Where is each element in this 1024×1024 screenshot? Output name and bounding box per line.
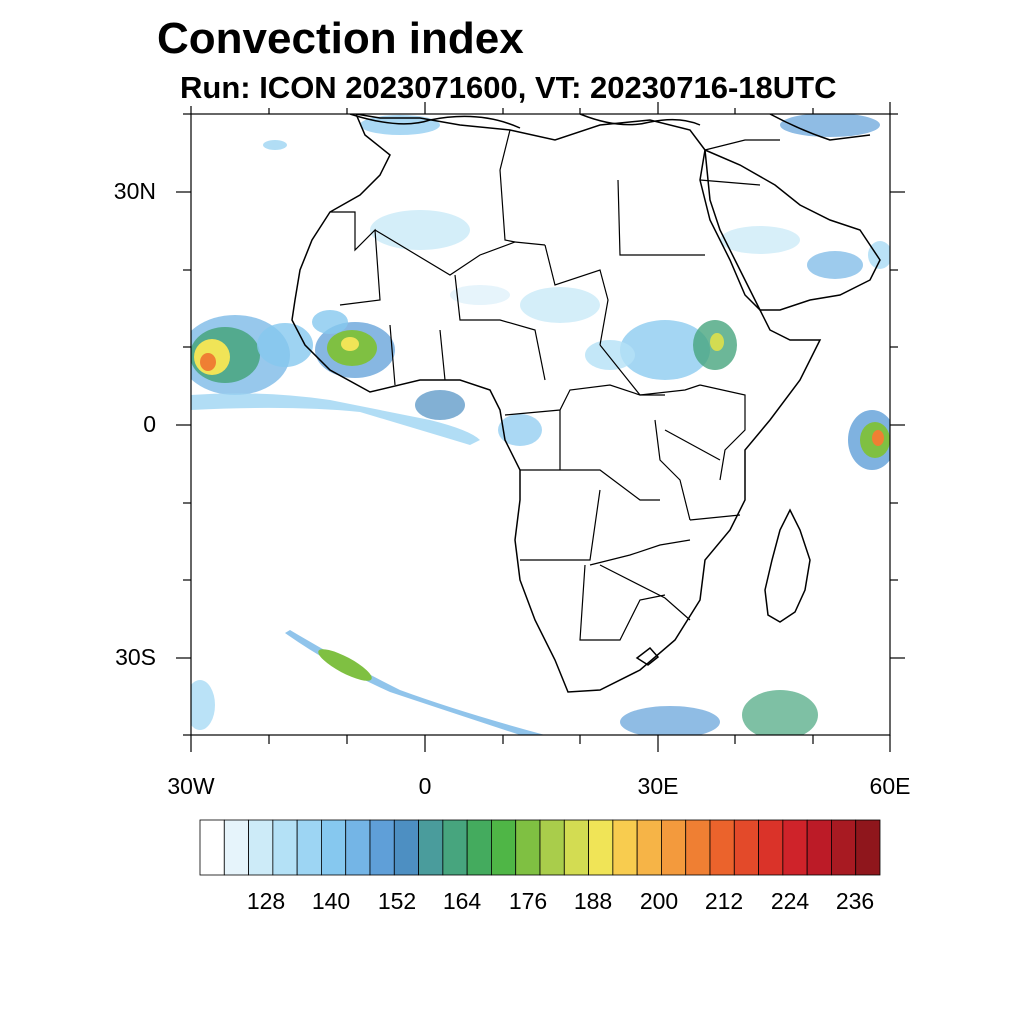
colorbar-swatch xyxy=(782,819,808,876)
colorbar-swatch xyxy=(248,819,274,876)
chart-subtitle: Run: ICON 2023071600, VT: 20230716-18UTC xyxy=(180,70,837,105)
colorbar-swatch xyxy=(369,819,395,876)
colorbar-swatch xyxy=(393,819,419,876)
colorbar-swatch xyxy=(345,819,371,876)
colorbar-label: 128 xyxy=(246,888,286,914)
colorbar-swatch xyxy=(515,819,541,876)
coastline xyxy=(291,114,881,693)
colorbar-swatch xyxy=(296,819,322,876)
colorbar-swatch xyxy=(855,819,881,876)
lon-label-30w: 30W xyxy=(167,773,215,799)
colorbar-swatch xyxy=(588,819,614,876)
colorbar-swatch xyxy=(199,819,225,876)
colorbar-swatch xyxy=(272,819,298,876)
colorbar-label: 224 xyxy=(770,888,810,914)
colorbar-swatch xyxy=(442,819,468,876)
colorbar-swatch xyxy=(806,819,832,876)
axis-ticks xyxy=(176,102,905,752)
colorbar-swatch xyxy=(831,819,857,876)
lat-label-30n: 30N xyxy=(113,178,156,204)
colorbar-label: 200 xyxy=(639,888,679,914)
chart-title: Convection index xyxy=(157,14,524,63)
colorbar-label: 140 xyxy=(311,888,351,914)
convection-field xyxy=(191,114,890,735)
colorbar-swatch xyxy=(418,819,444,876)
colorbar-swatch xyxy=(685,819,711,876)
colorbar-swatch xyxy=(491,819,517,876)
lat-label-0: 0 xyxy=(143,411,156,437)
colorbar-swatch xyxy=(612,819,638,876)
colorbar-label: 212 xyxy=(704,888,744,914)
colorbar-swatch xyxy=(223,819,249,876)
country-borders xyxy=(330,129,780,641)
colorbar-label: 236 xyxy=(835,888,875,914)
colorbar-swatch xyxy=(733,819,759,876)
lon-label-0: 0 xyxy=(418,773,432,799)
colorbar-swatch xyxy=(321,819,347,876)
colorbar-swatch xyxy=(758,819,784,876)
colorbar-label: 176 xyxy=(508,888,548,914)
colorbar-label: 164 xyxy=(442,888,482,914)
colorbar-swatch xyxy=(466,819,492,876)
colorbar-swatch xyxy=(709,819,735,876)
lon-label-60e: 60E xyxy=(869,773,911,799)
lat-label-30s: 30S xyxy=(115,644,156,670)
colorbar-swatch xyxy=(563,819,589,876)
colorbar-label: 152 xyxy=(377,888,417,914)
colorbar-label: 188 xyxy=(573,888,613,914)
colorbar-swatch xyxy=(636,819,662,876)
colorbar-swatch xyxy=(539,819,565,876)
colorbar xyxy=(199,819,881,876)
colorbar-swatch xyxy=(661,819,687,876)
lon-label-30e: 30E xyxy=(637,773,679,799)
